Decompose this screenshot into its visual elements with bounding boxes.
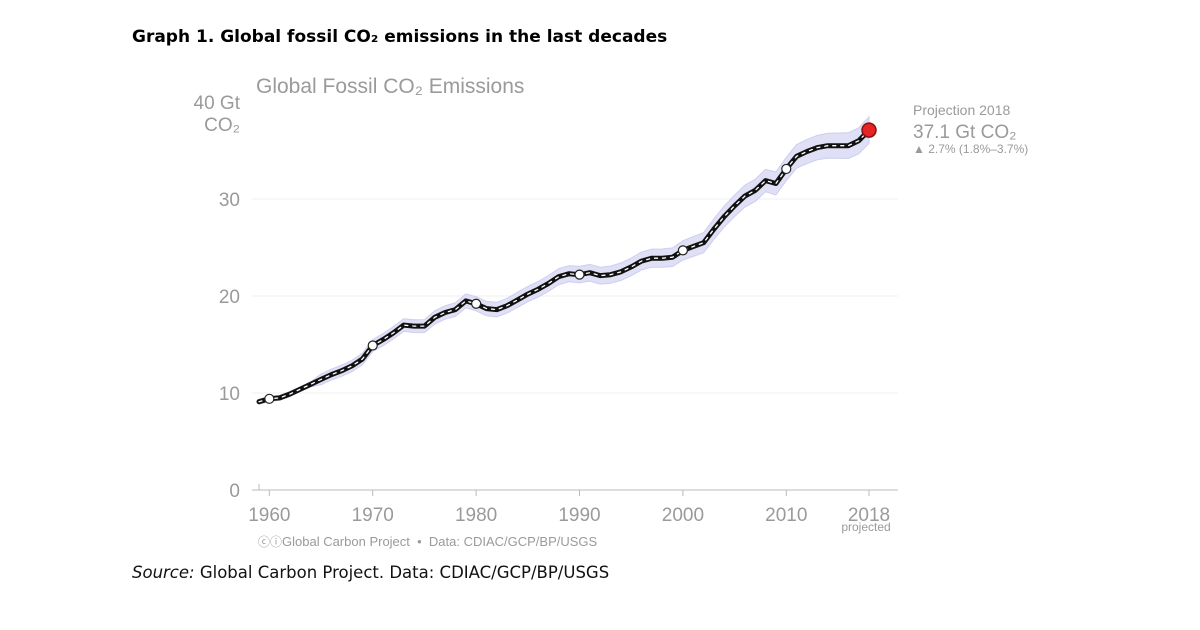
- source-line: Source: Global Carbon Project. Data: CDI…: [132, 563, 609, 582]
- source-label: Source:: [132, 563, 195, 582]
- decade-marker-2000: [677, 245, 688, 256]
- projection-change: ▲ 2.7% (1.8%–3.7%): [913, 142, 1028, 156]
- decade-markers: [264, 163, 792, 404]
- emissions-chart: Global Fossil CO₂ Emissions 0 10 20 30 40 G…: [194, 75, 1029, 549]
- source-text: Global Carbon Project. Data: CDIAC/GCP/B…: [194, 563, 610, 582]
- projection-point: [861, 122, 877, 138]
- emissions-line-dash: [258, 129, 870, 403]
- projection-value: 37.1 Gt CO₂: [913, 122, 1016, 143]
- x-tick-label: 1960: [248, 505, 290, 526]
- graph-heading: Graph 1. Global fossil CO₂ emissions in …: [132, 27, 668, 47]
- y-unit-line2: CO₂: [204, 115, 240, 136]
- projection-heading: Projection 2018: [913, 102, 1011, 118]
- x-tick-label: 1970: [352, 505, 394, 526]
- x-tick-label: 2000: [662, 505, 704, 526]
- chart-credit-icon: ⓒⓘ: [258, 535, 282, 549]
- grid-layer: [252, 198, 898, 490]
- y-tick-label: 0: [229, 481, 240, 502]
- x-tick-label: 2010: [765, 505, 807, 526]
- x-tick-label: 1980: [455, 505, 497, 526]
- decade-marker-1980: [471, 298, 482, 309]
- y-tick-label: 30: [219, 190, 240, 211]
- decade-marker-1970: [367, 340, 378, 351]
- x-tick-label: 2018: [848, 505, 890, 526]
- y-tick-label: 20: [219, 287, 240, 308]
- x-axis: 1960 1970 1980 1990 2000 2010 2018: [248, 490, 890, 526]
- x-tick-label: 1990: [558, 505, 600, 526]
- uncertainty-band: [258, 115, 870, 405]
- chart-credit: Global Carbon Project • Data: CDIAC/GCP/…: [282, 534, 598, 549]
- x-tick-note: projected: [841, 520, 890, 534]
- decade-marker-1960: [264, 393, 275, 404]
- y-tick-label: 10: [219, 384, 240, 405]
- y-unit-line1: 40 Gt: [194, 93, 241, 114]
- chart-title: Global Fossil CO₂ Emissions: [256, 75, 524, 98]
- decade-marker-1990: [574, 269, 585, 280]
- y-axis: 0 10 20 30: [219, 190, 240, 502]
- decade-marker-2010: [781, 163, 792, 175]
